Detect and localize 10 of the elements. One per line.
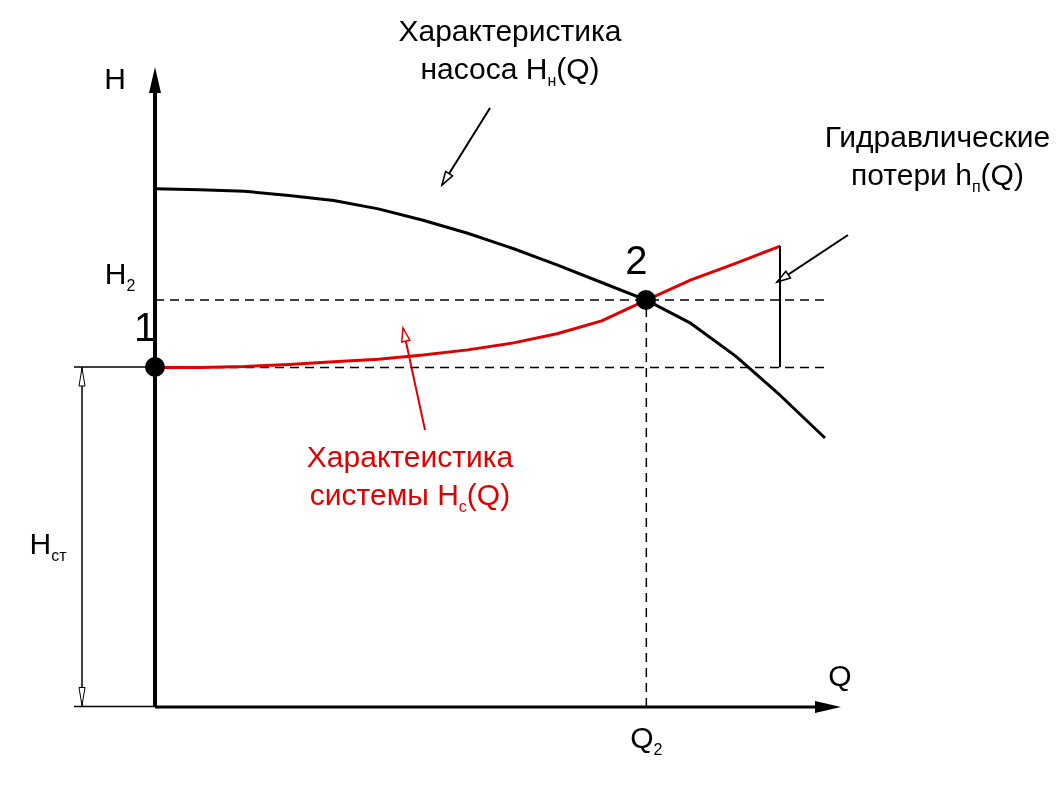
text: Q$_{2}$ <box>629 720 664 760</box>
x-axis-title: Q <box>827 658 853 694</box>
annotation: Характеистика системы H$_{с}$(Q) <box>305 439 515 517</box>
annotation: 2 <box>624 238 649 283</box>
annotation: Гидравлические потери h$_{п}$(Q) <box>823 119 1052 197</box>
text: H$_{ст}$ <box>28 526 68 566</box>
annotation: 1 <box>132 305 158 350</box>
y-axis-title: H <box>103 61 127 97</box>
text: Характеристика насоса H$_{н}$(Q) <box>397 13 623 91</box>
ref-line-label: H$_{2}$ <box>103 256 137 297</box>
